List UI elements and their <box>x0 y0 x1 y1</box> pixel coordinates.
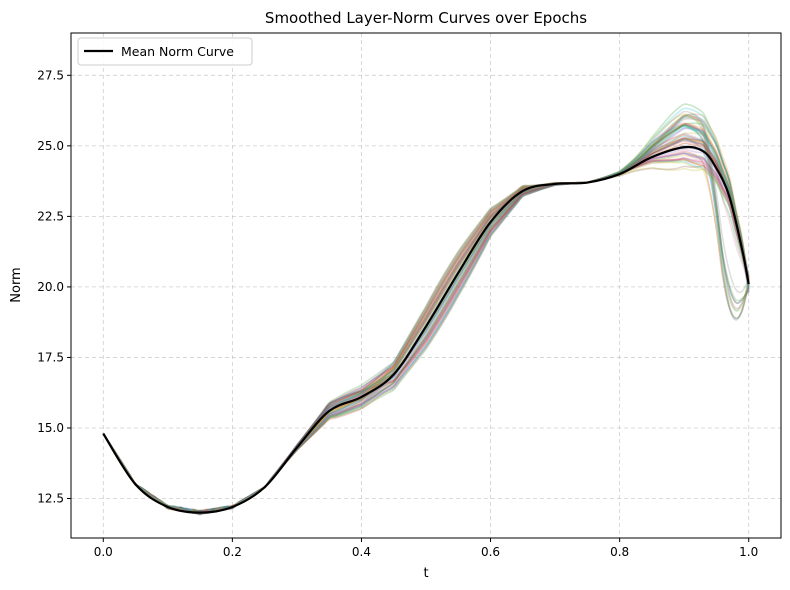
x-tick-label: 0.8 <box>610 545 629 559</box>
background-curve <box>102 160 750 514</box>
legend-box <box>77 37 253 66</box>
background-curve <box>102 125 750 512</box>
background-curve <box>102 107 750 514</box>
y-tick-label: 17.5 <box>37 350 64 364</box>
background-curve <box>102 166 750 513</box>
background-curve <box>102 140 750 514</box>
legend: Mean Norm Curve <box>77 37 253 66</box>
x-tick-label: 0.6 <box>481 545 500 559</box>
x-tick-label: 0.0 <box>94 545 113 559</box>
background-curve <box>102 113 750 513</box>
y-tick-label: 25.0 <box>37 139 64 153</box>
plot-frame <box>70 32 782 539</box>
x-axis-label: t <box>423 566 428 581</box>
background-curve <box>102 127 750 516</box>
background-curve <box>102 158 750 514</box>
background-curve <box>102 137 750 513</box>
background-curve <box>102 132 750 513</box>
background-curve <box>102 139 750 514</box>
background-curve <box>102 122 750 515</box>
axis-ticks: 0.0 0.2 0.4 0.6 0.8 1.0 12.5 15.0 17.5 20.0 22.5 25… <box>37 68 758 559</box>
x-tick-label: 0.2 <box>223 545 242 559</box>
background-curve <box>102 126 750 515</box>
chart-title: Smoothed Layer-Norm Curves over Epochs <box>265 9 587 27</box>
background-curve <box>102 103 750 515</box>
background-curve <box>102 160 750 516</box>
background-curve <box>102 133 750 515</box>
background-curve <box>102 113 750 513</box>
background-curve <box>102 117 750 513</box>
grid <box>71 33 781 538</box>
background-curve <box>102 124 750 515</box>
background-curve <box>102 150 750 515</box>
y-tick-label: 12.5 <box>37 492 64 506</box>
background-curve <box>102 113 750 514</box>
background-curve <box>102 124 750 515</box>
y-tick-label: 15.0 <box>37 421 64 435</box>
background-curve <box>102 110 750 515</box>
background-curve <box>102 123 750 514</box>
mean-norm-curve <box>102 145 750 514</box>
background-curve <box>102 114 750 516</box>
y-axis-label: Norm <box>9 267 24 302</box>
y-tick-label: 22.5 <box>37 209 64 223</box>
background-curve <box>102 127 750 513</box>
background-curve <box>102 138 750 515</box>
background-curve <box>102 124 750 515</box>
background-curve <box>102 123 750 514</box>
y-tick-label: 27.5 <box>37 68 64 82</box>
legend-label-mean: Mean Norm Curve <box>121 44 234 59</box>
mean-curve-layer <box>102 145 750 514</box>
background-curve <box>102 157 750 515</box>
background-curve <box>102 132 750 516</box>
x-tick-label: 0.4 <box>352 545 371 559</box>
y-tick-label: 20.0 <box>37 280 64 294</box>
x-tick-label: 1.0 <box>739 545 758 559</box>
background-curve <box>102 122 750 514</box>
background-curve <box>102 157 750 513</box>
